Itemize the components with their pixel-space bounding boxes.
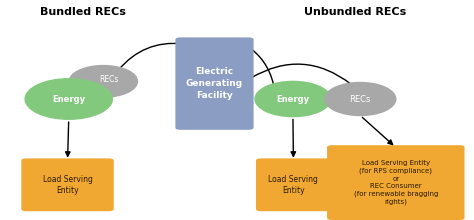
- Text: RECs: RECs: [100, 75, 118, 84]
- Text: Energy: Energy: [276, 95, 310, 103]
- Text: Load Serving Entity
(for RPS compliance)
or
REC Consumer
(for renewable bragging: Load Serving Entity (for RPS compliance)…: [354, 160, 438, 205]
- FancyBboxPatch shape: [21, 158, 114, 211]
- Text: Bundled RECs: Bundled RECs: [40, 7, 126, 16]
- FancyBboxPatch shape: [256, 158, 331, 211]
- Text: Load Serving
Entity: Load Serving Entity: [268, 175, 319, 194]
- Circle shape: [69, 66, 137, 97]
- Text: Unbundled RECs: Unbundled RECs: [304, 7, 407, 16]
- Text: Energy: Energy: [52, 95, 85, 103]
- FancyBboxPatch shape: [327, 145, 465, 220]
- Text: Electric
Generating
Facility: Electric Generating Facility: [186, 67, 243, 100]
- FancyBboxPatch shape: [175, 37, 254, 130]
- Circle shape: [255, 81, 331, 117]
- Circle shape: [25, 79, 112, 119]
- Circle shape: [325, 82, 396, 116]
- Text: RECs: RECs: [349, 95, 371, 103]
- Text: Load Serving
Entity: Load Serving Entity: [43, 175, 92, 194]
